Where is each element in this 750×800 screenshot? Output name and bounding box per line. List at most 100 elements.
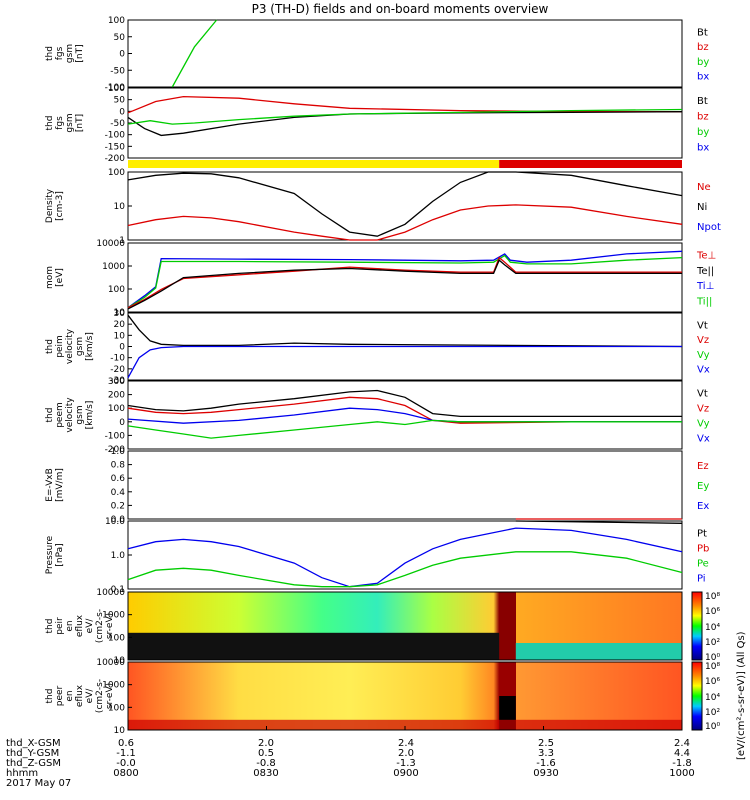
legend-pressure-1: Pb	[697, 544, 709, 555]
ytick-label-peem_velocity-4: -100	[105, 431, 126, 441]
footer-label-date: 2017 May 07	[6, 778, 71, 789]
ytick-label-fgs_gsm-2: 0	[119, 50, 125, 60]
ylabel-peer_eflux-2: en	[65, 690, 75, 701]
ylabel-peem_velocity-2: velocity	[65, 397, 75, 433]
legend-peim_velocity-0: Vt	[697, 320, 708, 331]
footer-col3-t: 0900	[393, 768, 418, 779]
series-peim_velocity-Vx	[127, 345, 682, 379]
legend-fgs_gsm_zoom-1: bz	[697, 111, 709, 122]
series-peem_velocity-Vx	[127, 407, 682, 424]
legend-fgs_gsm_zoom-3: bx	[697, 142, 709, 153]
ylabel-peer_eflux-3: eflux	[75, 684, 85, 707]
ylabel-temperature-1: [eV]	[55, 268, 65, 287]
legend-temperature-1: Te||	[696, 266, 714, 277]
panel-frame-efield	[127, 450, 683, 520]
footer-label-x: thd_X-GSM	[6, 738, 61, 749]
ytick-label-peem_velocity-3: 0	[119, 418, 125, 428]
ytick-label-efield-3: 0.4	[111, 488, 126, 498]
ytick-label-fgs_gsm_zoom-5: -150	[105, 142, 126, 152]
series-temperature-Te||	[127, 259, 682, 310]
ylabel-peir_eflux-3: eflux	[75, 614, 85, 637]
ylabel-peer_eflux-5: (cm2-s-	[95, 679, 105, 713]
peir_eflux-low-energy-band-2	[515, 643, 682, 660]
ylabel-fgs_gsm_zoom-0: thd	[45, 116, 55, 131]
ylabel-peim_velocity-4: [km/s]	[85, 332, 95, 361]
ytick-label-efield-2: 0.6	[111, 474, 126, 484]
colorbar-electron-tick-5: 10⁰	[705, 722, 720, 732]
ytick-label-peir_eflux-3: 10	[114, 656, 126, 666]
footer-col2-y: 0.5	[258, 748, 274, 759]
ytick-label-peer_eflux-3: 10	[114, 726, 126, 736]
ylabel-peir_eflux-5: (cm2-s-	[95, 609, 105, 643]
ytick-label-fgs_gsm_zoom-3: -50	[110, 119, 125, 129]
ylabel-efield-1: [mV/m]	[55, 468, 65, 502]
ylabel-density-0: Density	[45, 188, 55, 223]
legend-fgs_gsm-1: bz	[697, 42, 709, 53]
series-pressure-Pe	[127, 551, 683, 588]
series-temperature-Ti⊥	[127, 250, 683, 309]
footer-col5-t: 1000	[669, 768, 694, 779]
ylabel-peim_velocity-3: gsm	[75, 337, 85, 356]
mode-segment-0	[128, 160, 500, 168]
ylabel-pressure-0: Pressure	[45, 535, 55, 574]
series-temperature-Te⊥	[127, 256, 682, 309]
panel-frame-temperature	[127, 242, 683, 313]
ytick-label-peem_velocity-1: 200	[108, 391, 125, 401]
footer-col3-z: -1.3	[396, 758, 416, 769]
ylabel-fgs_gsm-2: gsm	[65, 44, 75, 63]
legend-peem_velocity-2: Vy	[697, 419, 710, 430]
series-peem_velocity-Vz	[127, 396, 682, 424]
footer-label-z: thd_Z-GSM	[6, 758, 61, 769]
panel-frame-peem_velocity	[127, 380, 683, 450]
ytick-label-fgs_gsm_zoom-0: 100	[108, 84, 125, 94]
legend-density-0: Ne	[697, 182, 711, 193]
ytick-label-peim_velocity-0: 30	[114, 309, 126, 319]
ylabel-peim_velocity-1: peim	[55, 335, 65, 358]
ylabel-fgs_gsm_zoom-2: gsm	[65, 113, 75, 132]
legend-peem_velocity-3: Vx	[697, 434, 710, 445]
ytick-label-fgs_gsm_zoom-2: 0	[119, 107, 125, 117]
colorbar-electron-tick-3: 10⁴	[705, 693, 720, 703]
ytick-label-peem_velocity-0: 300	[108, 377, 125, 387]
ytick-label-peer_eflux-1: 1000	[102, 681, 125, 691]
colorbar-ion-tick-5: 10⁰	[705, 653, 720, 663]
footer-col3-y: 2.0	[398, 748, 414, 759]
legend-efield-1: Ey	[697, 481, 709, 492]
colorbar-ion-tick-2: 10⁶	[705, 607, 720, 617]
ytick-label-fgs_gsm-0: 100	[108, 16, 125, 26]
ylabel-fgs_gsm_zoom-1: fgs	[55, 116, 65, 130]
ylabel-density-1: [cm-3]	[55, 191, 65, 221]
ylabel-peer_eflux-6: sr-eV)	[105, 683, 115, 709]
series-density-Ni	[127, 171, 683, 237]
series-pressure-Pt	[515, 520, 683, 524]
footer-col1-t: 0800	[113, 768, 138, 779]
colorbar-electron: 10⁸ 10⁶ 10⁴ 10² 10⁰	[691, 661, 720, 732]
ytick-label-peir_eflux-2: 100	[108, 633, 125, 643]
footer-col5-y: 4.4	[674, 748, 690, 759]
ytick-label-efield-5: 0.0	[111, 515, 126, 525]
series-fgs_gsm_zoom-by	[127, 108, 683, 125]
mode-segment-1	[499, 160, 682, 168]
series-fgs_gsm-by	[171, 19, 218, 88]
ytick-label-peir_eflux-0: 10000	[96, 588, 125, 598]
ytick-label-peem_velocity-5: -200	[105, 445, 126, 455]
ylabel-pressure-1: [nPa]	[55, 543, 65, 566]
legend-peem_velocity-0: Vt	[697, 389, 708, 400]
panel-frame-fgs_gsm_zoom	[127, 87, 683, 159]
footer-col1-y: -1.1	[116, 748, 136, 759]
ytick-label-peim_velocity-4: -10	[110, 354, 125, 364]
legend-pressure-3: Pi	[697, 574, 706, 585]
ylabel-peir_eflux-1: peir	[55, 617, 65, 635]
footer-col2-z: -0.8	[256, 758, 276, 769]
ylabel-peem_velocity-4: [km/s]	[85, 401, 95, 430]
ytick-label-efield-4: 0.2	[111, 501, 125, 511]
peer_eflux-spectrogram	[128, 662, 682, 730]
ylabel-fgs_gsm_zoom-3: [nT]	[75, 114, 85, 132]
ylabel-peir_eflux-2: en	[65, 620, 75, 631]
footer-col3-x: 2.4	[398, 738, 414, 749]
panel-frame-density	[127, 171, 683, 241]
ytick-label-temperature-2: 100	[108, 285, 125, 295]
series-peem_velocity-Vt	[127, 389, 682, 418]
